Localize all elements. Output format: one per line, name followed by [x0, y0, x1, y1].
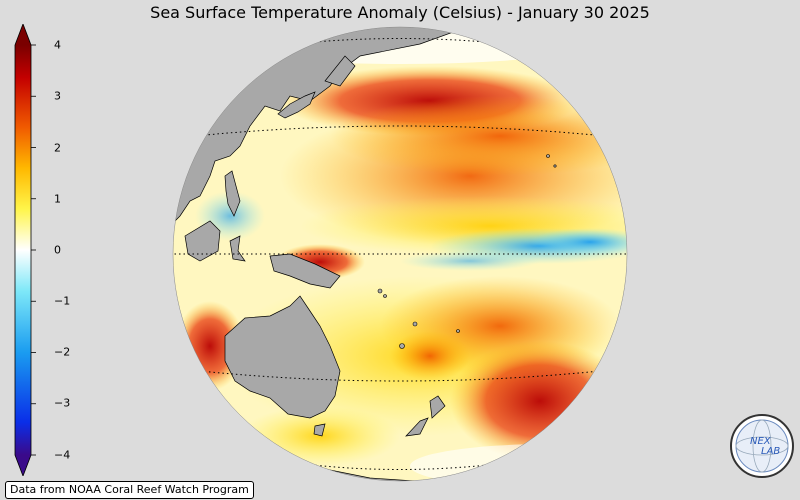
colorbar-top-arrow	[15, 24, 31, 45]
colorbar-tick-label-0: 0	[54, 243, 61, 257]
land-australia	[224, 295, 341, 419]
latitude-30s	[199, 370, 601, 382]
land-japan	[277, 91, 316, 119]
graticule	[173, 38, 627, 470]
map-title: Sea Surface Temperature Anomaly (Celsius…	[150, 3, 650, 22]
logo-text-bottom: LAB	[761, 446, 780, 457]
colorbar-tick-label-4: 4	[54, 38, 61, 52]
colorbar-bottom-arrow	[15, 455, 31, 476]
land-new-guinea	[269, 253, 341, 289]
land-new-zealand	[429, 395, 446, 419]
colorbar-body	[15, 45, 31, 455]
south-pacific-hot-region	[450, 341, 627, 461]
colorbar-tick-label-m2: −2	[54, 345, 71, 359]
land-philippines	[224, 170, 241, 217]
colorbar-graphic	[14, 22, 36, 478]
nex-lab-logo: NEX LAB	[730, 414, 794, 478]
data-credit-label: Data from NOAA Coral Reef Watch Program	[5, 481, 254, 499]
globe-map	[172, 26, 628, 482]
colorbar: 4 3 2 1 0 −1 −2 −3 −4	[12, 22, 70, 478]
colorbar-tick-label-1: 1	[54, 192, 61, 206]
logo-text-top: NEX	[750, 436, 772, 447]
colorbar-tick-label-m3: −3	[54, 396, 71, 410]
colorbar-tick-label-2: 2	[54, 141, 61, 155]
colorbar-tick-label-m4: −4	[54, 448, 71, 462]
colorbar-tick-label-3: 3	[54, 89, 61, 103]
colorbar-tick-label-m1: −1	[54, 294, 71, 308]
